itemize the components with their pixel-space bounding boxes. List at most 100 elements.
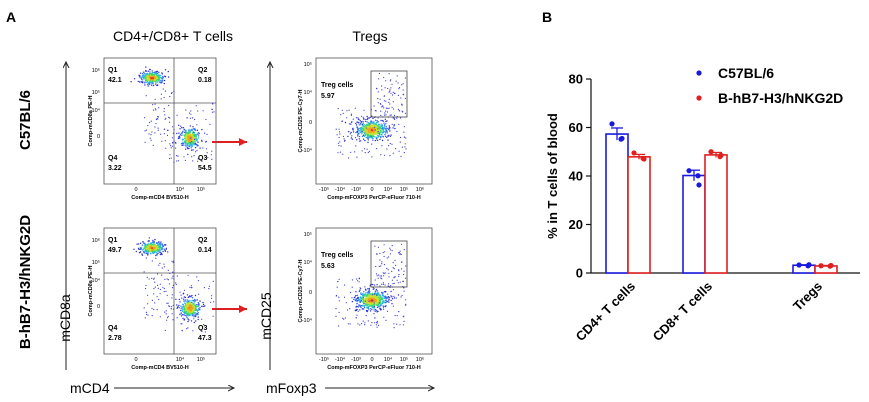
event-dot xyxy=(194,309,196,312)
event-dot xyxy=(374,119,377,121)
event-dot xyxy=(375,130,378,133)
event-dot xyxy=(383,107,385,109)
event-dot xyxy=(361,123,364,126)
event-dot xyxy=(403,290,405,292)
event-dot xyxy=(349,323,351,325)
event-dot xyxy=(148,247,151,250)
event-dot xyxy=(180,315,183,317)
event-dot xyxy=(400,296,402,298)
event-dot xyxy=(374,292,377,294)
event-dot xyxy=(190,307,193,310)
event-dot xyxy=(376,136,378,139)
event-dot xyxy=(335,294,338,297)
event-dot xyxy=(143,307,145,309)
event-dot xyxy=(367,122,370,124)
event-dot xyxy=(155,257,157,259)
event-dot xyxy=(148,242,150,245)
event-dot xyxy=(343,138,345,140)
event-dot xyxy=(390,87,392,89)
event-dot xyxy=(171,126,174,128)
event-dot xyxy=(199,309,201,311)
tick-label: 0 xyxy=(370,357,373,363)
event-dot xyxy=(181,144,183,146)
event-dot xyxy=(377,102,379,104)
event-dot xyxy=(359,122,362,125)
event-dot xyxy=(357,135,359,137)
event-dot xyxy=(159,249,161,251)
event-dot xyxy=(143,252,146,254)
event-dot xyxy=(196,133,198,135)
event-dot xyxy=(382,136,385,138)
event-dot xyxy=(168,104,170,107)
event-dot xyxy=(149,71,151,73)
event-dot xyxy=(393,124,396,126)
event-dot xyxy=(186,117,188,119)
event-dot xyxy=(365,131,368,134)
event-dot xyxy=(185,130,187,132)
event-dot xyxy=(151,299,153,301)
event-dot xyxy=(388,98,390,100)
event-dot xyxy=(197,137,200,139)
event-dot xyxy=(383,100,385,102)
event-dot xyxy=(405,265,407,267)
event-dot xyxy=(361,323,363,325)
flow-x-axis-title: Comp-mCD4 BV510-H xyxy=(131,195,188,201)
event-dot xyxy=(184,140,186,142)
event-dot xyxy=(378,78,380,80)
event-dot xyxy=(133,78,136,80)
event-dot xyxy=(395,297,397,299)
event-dot xyxy=(384,284,386,286)
event-dot xyxy=(371,300,373,302)
event-dot xyxy=(388,73,390,75)
event-dot xyxy=(193,300,195,302)
event-dot xyxy=(361,293,364,295)
event-dot xyxy=(368,300,370,302)
event-dot xyxy=(184,131,186,133)
event-dot xyxy=(403,270,405,272)
event-dot xyxy=(391,245,393,247)
event-dot xyxy=(343,296,346,298)
event-dot xyxy=(374,284,376,286)
event-dot xyxy=(357,133,359,136)
event-dot xyxy=(178,137,181,139)
event-dot xyxy=(404,97,406,99)
event-dot xyxy=(159,262,161,264)
event-dot xyxy=(378,302,380,304)
event-dot xyxy=(197,305,199,307)
event-dot xyxy=(372,294,374,296)
col1-title: CD4+/CD8+ T cells xyxy=(113,28,233,44)
event-dot xyxy=(393,118,396,120)
event-dot xyxy=(164,114,166,116)
event-dot xyxy=(376,306,379,308)
event-dot xyxy=(356,309,358,312)
event-dot xyxy=(358,135,361,138)
event-dot xyxy=(404,143,406,145)
event-dot xyxy=(167,269,169,271)
event-dot xyxy=(338,131,341,133)
event-dot xyxy=(335,315,337,317)
event-dot xyxy=(171,294,173,296)
event-dot xyxy=(403,136,405,138)
event-dot xyxy=(352,131,355,133)
tick-label: 10⁴ xyxy=(92,107,101,114)
event-dot xyxy=(391,83,393,85)
event-dot xyxy=(367,296,370,299)
event-dot xyxy=(357,131,359,133)
event-dot xyxy=(183,298,185,300)
event-dot xyxy=(146,243,149,246)
event-dot xyxy=(402,83,404,85)
quadrant-name: Q2 xyxy=(198,237,207,244)
event-dot xyxy=(211,297,213,299)
event-dot xyxy=(403,131,405,133)
event-dot xyxy=(159,248,161,250)
event-dot xyxy=(183,319,185,321)
event-dot xyxy=(177,155,179,157)
event-dot xyxy=(385,319,387,321)
flow-x-axis-title: Comp-mFOXP3 PerCP-eFluor 710-H xyxy=(327,365,421,371)
event-dot xyxy=(373,313,375,315)
chart-legend: C57BL/6 B-hB7-H3/hNKG2D xyxy=(696,65,843,106)
event-dot xyxy=(382,282,384,284)
event-dot xyxy=(196,138,198,140)
event-dot xyxy=(401,103,403,105)
